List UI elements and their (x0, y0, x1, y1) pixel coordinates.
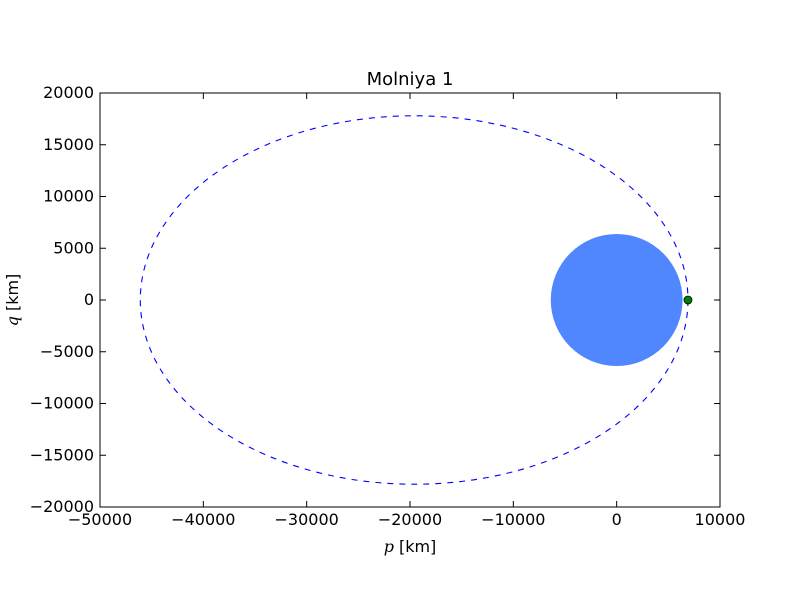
x-tick-label: 0 (612, 510, 622, 529)
y-tick-label: 0 (84, 290, 94, 309)
x-tick-label: −50000 (68, 510, 132, 529)
satellite-marker (683, 295, 693, 305)
y-tick-label: −5000 (40, 342, 94, 361)
x-tick-label: −10000 (481, 510, 545, 529)
y-axis-unit: [km] (3, 274, 22, 311)
y-tick-label: −10000 (30, 394, 94, 413)
x-axis-symbol: p (384, 537, 394, 556)
x-axis-unit: [km] (399, 537, 436, 556)
y-axis-label: q [km] (3, 274, 22, 327)
y-axis-symbol: q (3, 316, 22, 326)
earth-disc (550, 233, 683, 367)
x-tick-label: −40000 (171, 510, 235, 529)
y-tick-label: 5000 (53, 238, 94, 257)
x-tick-label: −30000 (275, 510, 339, 529)
chart-title: Molniya 1 (367, 69, 454, 90)
y-tick-label: 20000 (43, 83, 94, 102)
y-tick-label: 15000 (43, 135, 94, 154)
y-tick-label: −15000 (30, 445, 94, 464)
x-tick-label: 10000 (695, 510, 746, 529)
y-tick-label: −20000 (30, 497, 94, 516)
x-tick-label: −20000 (378, 510, 442, 529)
x-axis-label: p [km] (384, 537, 437, 556)
y-tick-label: 10000 (43, 187, 94, 206)
